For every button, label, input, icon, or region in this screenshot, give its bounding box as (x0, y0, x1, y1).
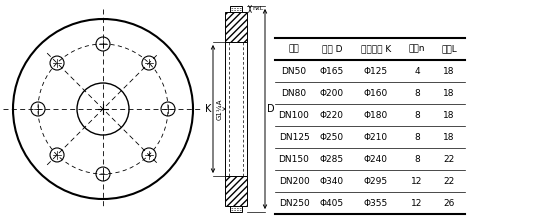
Bar (230, 206, 242, 212)
Text: 孔数n: 孔数n (409, 44, 425, 53)
Text: 18: 18 (443, 111, 455, 119)
Text: K: K (205, 104, 211, 114)
Text: Φ210: Φ210 (364, 133, 388, 141)
Text: 4: 4 (414, 66, 420, 75)
Text: DN50: DN50 (282, 66, 306, 75)
Text: Φ200: Φ200 (320, 89, 344, 97)
Text: 26: 26 (443, 199, 455, 208)
Text: DN125: DN125 (279, 133, 309, 141)
Text: 18: 18 (443, 66, 455, 75)
Text: Φ355: Φ355 (364, 199, 388, 208)
Text: 12: 12 (411, 177, 423, 186)
Text: 8: 8 (414, 89, 420, 97)
Text: 22: 22 (443, 155, 455, 164)
Text: 8: 8 (414, 133, 420, 141)
Text: Φ285: Φ285 (320, 155, 344, 164)
Text: DN150: DN150 (278, 155, 310, 164)
Text: Φ295: Φ295 (364, 177, 388, 186)
Text: 外径 D: 外径 D (322, 44, 342, 53)
Text: 12: 12 (411, 199, 423, 208)
Text: Φ240: Φ240 (364, 155, 388, 164)
Text: Φ250: Φ250 (320, 133, 344, 141)
Text: Φ125: Φ125 (364, 66, 388, 75)
Text: Φ340: Φ340 (320, 177, 344, 186)
Text: Φ165: Φ165 (320, 66, 344, 75)
Text: Φ160: Φ160 (364, 89, 388, 97)
Text: nxL: nxL (252, 7, 263, 12)
Text: 18: 18 (443, 89, 455, 97)
Text: 8: 8 (414, 111, 420, 119)
Text: D: D (267, 104, 274, 114)
Bar (225, 12, 247, 42)
Bar (225, 42, 247, 176)
Text: 22: 22 (443, 177, 455, 186)
Text: DN200: DN200 (279, 177, 309, 186)
Text: 孔径L: 孔径L (441, 44, 457, 53)
Text: Φ405: Φ405 (320, 199, 344, 208)
Text: Φ220: Φ220 (320, 111, 344, 119)
Text: 中心孔距 K: 中心孔距 K (361, 44, 391, 53)
Text: DN100: DN100 (278, 111, 310, 119)
Text: DN250: DN250 (279, 199, 309, 208)
Text: 8: 8 (414, 155, 420, 164)
Text: G1¼A: G1¼A (216, 98, 222, 120)
Bar (230, 6, 242, 12)
Text: 18: 18 (443, 133, 455, 141)
Text: Φ180: Φ180 (364, 111, 388, 119)
Text: 规格: 规格 (289, 44, 299, 53)
Text: DN80: DN80 (282, 89, 306, 97)
Bar (225, 176, 247, 206)
